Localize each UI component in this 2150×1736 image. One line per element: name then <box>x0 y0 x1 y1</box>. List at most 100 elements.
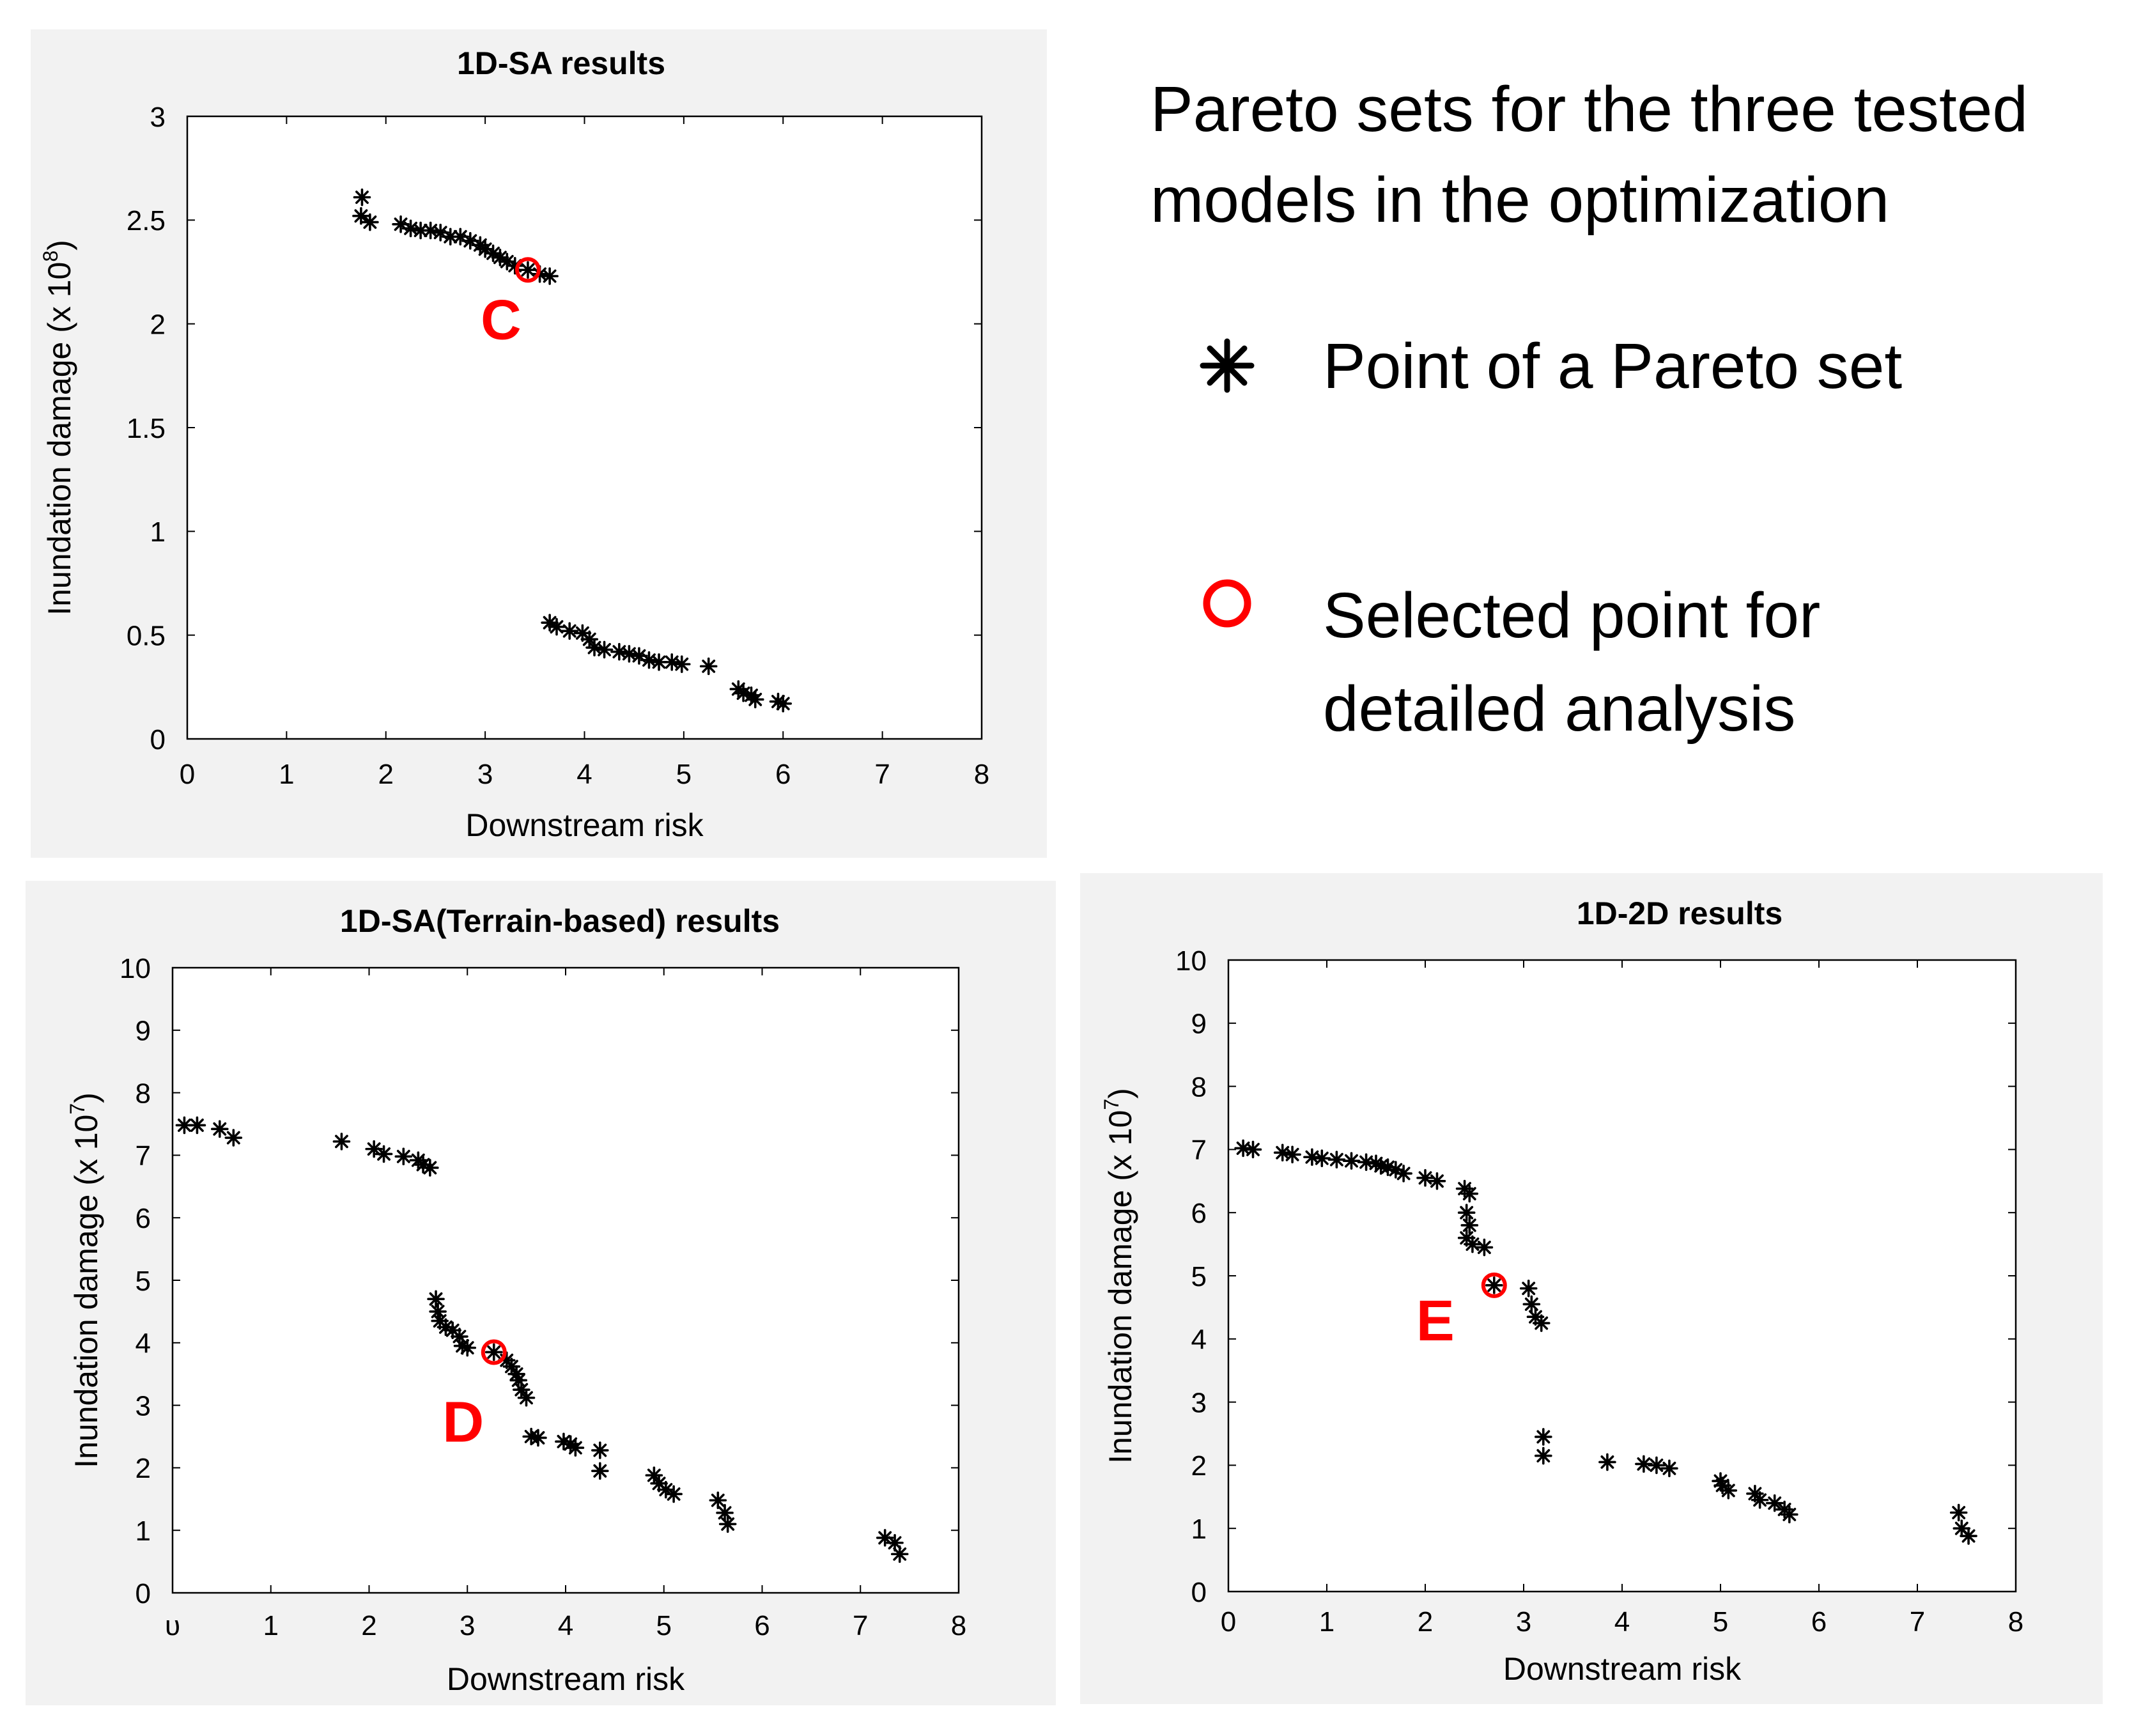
y-tick-label: 1 <box>135 1515 151 1547</box>
x-axis-label: Downstream risk <box>465 807 704 843</box>
x-tick-label: 2 <box>1418 1606 1433 1638</box>
x-tick-label: 3 <box>460 1610 475 1641</box>
pareto-point <box>1464 1235 1481 1253</box>
pareto-point <box>746 690 764 709</box>
chart-1d-sa-svg: 1D-SA results 0 1 2 3 4 5 6 7 8 0 0.5 1 1.5 2 2.5 3 Downs… <box>39 45 989 843</box>
pareto-point <box>361 213 379 231</box>
y-tick-label: 6 <box>135 1203 151 1234</box>
pareto-point <box>1522 1295 1541 1314</box>
pareto-point <box>1648 1456 1666 1475</box>
selected-point-callout: D <box>442 1390 484 1454</box>
pareto-point <box>427 1290 445 1308</box>
pareto-point <box>353 188 371 206</box>
y-tick-label: 3 <box>150 102 166 133</box>
x-tick-label: 8 <box>974 759 989 790</box>
x-tick-label: 5 <box>656 1610 672 1641</box>
pareto-point <box>1395 1165 1412 1182</box>
pareto-point <box>716 1504 734 1522</box>
legend-selected-point-line-1: Selected point for <box>1323 580 1821 651</box>
x-tick-label: 7 <box>853 1610 868 1641</box>
y-axis-label-text: Inundation damage (x 10 <box>1102 1110 1138 1464</box>
pareto-point <box>665 1485 683 1503</box>
y-tick-label: 6 <box>1191 1198 1207 1229</box>
pareto-point <box>591 1462 609 1480</box>
pareto-point <box>1751 1491 1769 1509</box>
selected-point-marker <box>481 1339 507 1365</box>
y-tick-label: 8 <box>1191 1071 1207 1103</box>
chart-title: 1D-SA(Terrain-based) results <box>340 903 780 939</box>
y-tick-label: 0 <box>1191 1577 1207 1608</box>
pareto-point <box>1660 1459 1678 1478</box>
plot-area <box>171 966 960 1594</box>
y-tick-label: 2 <box>135 1453 151 1484</box>
pareto-point <box>421 1159 439 1177</box>
pareto-point <box>1532 1314 1551 1332</box>
pareto-point <box>561 622 578 640</box>
pareto-point <box>519 261 537 279</box>
pareto-point <box>595 640 614 659</box>
pareto-point <box>332 1133 351 1151</box>
y-axis-label-close: ) <box>1102 1088 1138 1099</box>
x-axis-label: Downstream risk <box>1503 1651 1742 1687</box>
y-tick-label: 7 <box>135 1140 151 1172</box>
y-axis-label: Inundation damage (x 108) <box>39 240 77 616</box>
y-tick-label: 5 <box>1191 1261 1207 1292</box>
y-axis-label: Inundation damage (x 107) <box>66 1092 104 1468</box>
pareto-point <box>699 657 718 676</box>
y-axis-label-exponent: 7 <box>1100 1099 1123 1110</box>
legend-selected-point-line-2: detailed analysis <box>1323 673 1796 745</box>
y-tick-label: 2 <box>150 309 166 341</box>
x-tick-label: 0 <box>1221 1606 1236 1638</box>
pareto-point <box>1327 1151 1346 1169</box>
y-tick-label: 1 <box>1191 1514 1207 1545</box>
pareto-point <box>484 1343 503 1361</box>
pareto-point <box>774 695 793 713</box>
chart-1d-2d-svg: 1D-2D results 0 1 2 3 4 5 6 7 8 0 1 2 3 4 5 6 7 8 9 10 Downst… <box>1100 895 2023 1687</box>
y-tick-label: 4 <box>1191 1324 1207 1356</box>
y-axis-label-close: ) <box>42 240 77 251</box>
asterisk-icon <box>1200 338 1255 393</box>
x-tick-label: υ <box>165 1610 180 1641</box>
pareto-point <box>1234 1139 1252 1158</box>
pareto-point <box>188 1116 206 1135</box>
selected-point-marker <box>1481 1272 1507 1298</box>
y-tick-label: 2 <box>1191 1450 1207 1482</box>
legend-pareto-point-label: Point of a Pareto set <box>1323 330 1903 402</box>
pareto-point <box>890 1545 909 1563</box>
pareto-point <box>1781 1505 1798 1524</box>
pareto-point <box>541 267 559 285</box>
pareto-point <box>458 1338 477 1357</box>
pareto-point <box>1475 1238 1494 1257</box>
x-tick-label: 7 <box>1910 1606 1925 1638</box>
x-tick-label: 1 <box>1319 1606 1334 1638</box>
pareto-point <box>1460 1216 1479 1234</box>
y-axis-label-text: Inundation damage (x 10 <box>42 262 77 616</box>
pareto-point <box>1379 1158 1397 1176</box>
legend: Pareto sets for the three tested models … <box>1150 64 2135 745</box>
pareto-point <box>375 1145 393 1163</box>
pareto-point <box>663 653 681 671</box>
chart-1d-sa-terrain-svg: 1D-SA(Terrain-based) results υ 1 2 3 4 5 6 7 8 0 1 2… <box>66 903 966 1697</box>
x-axis-label: Downstream risk <box>447 1661 685 1697</box>
x-tick-label: 8 <box>2008 1606 2023 1638</box>
y-tick-label: 0 <box>150 724 166 756</box>
pareto-point <box>517 1389 536 1407</box>
pareto-point <box>502 1358 521 1376</box>
selected-point-marker <box>514 257 541 283</box>
pareto-point <box>566 1439 585 1457</box>
pareto-point <box>1598 1453 1616 1471</box>
pareto-point <box>591 1441 609 1459</box>
x-tick-label: 3 <box>1516 1606 1531 1638</box>
y-axis-label-close: ) <box>68 1092 104 1103</box>
pareto-point <box>672 655 691 673</box>
y-tick-label: 10 <box>120 953 151 984</box>
y-tick-label: 10 <box>1175 945 1207 977</box>
pareto-point <box>548 617 566 636</box>
pareto-point <box>1244 1140 1262 1159</box>
x-tick-label: 1 <box>279 759 294 790</box>
y-axis-label-text: Inundation damage (x 10 <box>68 1115 104 1468</box>
chart-panel-1d-sa-terrain: 1D-SA(Terrain-based) results υ 1 2 3 4 5 6 7 8 0 1 2… <box>26 881 1056 1705</box>
y-tick-label: 8 <box>135 1078 151 1109</box>
pareto-point <box>210 1120 229 1138</box>
pareto-point <box>1960 1527 1977 1545</box>
